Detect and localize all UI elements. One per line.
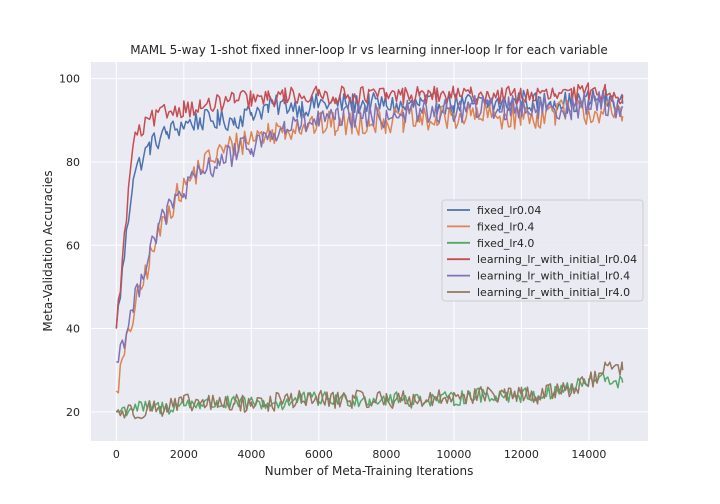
y-tick-labels: 20 40 60 80 100 xyxy=(59,73,80,419)
legend-label: fixed_lr4.0 xyxy=(477,237,534,250)
legend-label: fixed_lr0.4 xyxy=(477,220,534,233)
y-tick-label: 100 xyxy=(59,73,80,86)
y-tick-label: 60 xyxy=(66,239,80,252)
series-lines xyxy=(115,82,624,420)
x-tick-label: 8000 xyxy=(372,448,400,461)
legend: fixed_lr0.04 fixed_lr0.4 fixed_lr4.0learni… xyxy=(441,199,644,302)
series-line-learning_lr_with_initial_lr0.4 xyxy=(116,90,624,363)
x-tick-label: 0 xyxy=(113,448,120,461)
legend-label: learning_lr_with_initial_lr0.4 xyxy=(477,270,630,283)
series-line-learning_lr_with_initial_lr4.0 xyxy=(115,361,624,420)
legend-label: learning_lr_with_initial_lr0.04 xyxy=(477,253,637,266)
series-line-fixed_lr4.0 xyxy=(116,372,624,417)
y-tick-label: 20 xyxy=(66,406,80,419)
x-tick-label: 12000 xyxy=(504,448,539,461)
series-line-fixed_lr0.4 xyxy=(115,99,624,394)
chart-title: MAML 5-way 1-shot fixed inner-loop lr vs… xyxy=(130,43,608,57)
x-tick-label: 2000 xyxy=(170,448,198,461)
series-line-learning_lr_with_initial_lr0.04 xyxy=(115,82,624,329)
x-tick-label: 6000 xyxy=(305,448,333,461)
y-tick-label: 80 xyxy=(66,156,80,169)
x-tick-label: 4000 xyxy=(237,448,265,461)
legend-label: learning_lr_with_initial_lr4.0 xyxy=(477,286,630,299)
legend-box xyxy=(441,199,644,302)
x-axis-label: Number of Meta-Training Iterations xyxy=(265,464,474,478)
y-axis-label: Meta-Validation Accuracies xyxy=(41,170,55,331)
legend-label: fixed_lr0.04 xyxy=(477,204,541,217)
x-tick-label: 14000 xyxy=(571,448,606,461)
x-tick-label: 10000 xyxy=(436,448,471,461)
y-tick-label: 40 xyxy=(66,323,80,336)
x-tick-labels: 0 2000 4000 6000 8000 10000 12000 14000 xyxy=(113,448,607,461)
